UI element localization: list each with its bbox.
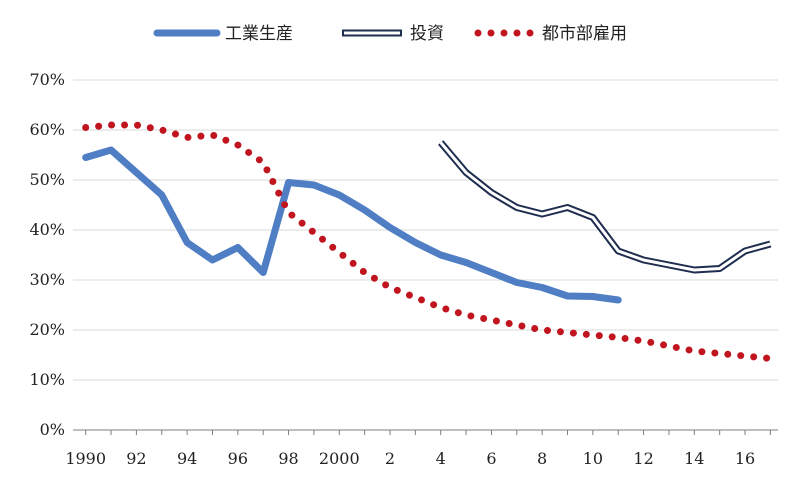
legend-item-3: 都市部雇用 [474,24,627,44]
series-2 [438,140,772,274]
y-tick-label: 10% [29,370,65,389]
series-line-outline [438,140,772,274]
x-tick-label: 8 [537,449,547,468]
y-tick-label: 0% [40,420,65,439]
x-tick-label: 6 [486,449,496,468]
legend-label: 都市部雇用 [542,24,627,44]
x-tick-label: 14 [684,449,704,468]
y-tick-label: 20% [29,320,65,339]
legend-item-2: 投資 [342,24,444,44]
x-tick-label: 4 [436,449,446,468]
y-tick-label: 60% [29,120,65,139]
x-tick-label: 1990 [65,449,106,468]
x-tick-label: 96 [228,449,248,468]
gridlines [73,79,778,381]
axes: 0% 10% 20% 30% 40% 50% 60% 70% 1990 92 94 96 98 2000 2… [29,70,778,468]
y-tick-label: 30% [29,270,65,289]
y-tick-label: 50% [29,170,65,189]
x-tick-label: 2000 [319,449,360,468]
series-3 [82,121,774,362]
y-tick-label: 40% [29,220,65,239]
x-tick-label: 10 [583,449,603,468]
x-tick-label: 16 [735,449,755,468]
series-lines [82,121,774,362]
x-tick-label: 92 [126,449,146,468]
legend-item-1: 工業生産 [153,24,293,44]
series-line-inner [439,141,771,272]
legend-label: 工業生産 [225,24,293,44]
legend: 工業生産 投資 都市部雇用 [153,24,627,44]
series-line [82,146,622,304]
x-tick-label: 98 [278,449,298,468]
legend-label: 投資 [410,24,444,44]
x-tick-label: 2 [385,449,395,468]
x-tick-label: 12 [633,449,653,468]
y-tick-label: 70% [29,70,65,89]
series-1 [82,146,622,304]
x-tick-label: 94 [177,449,197,468]
series-line [82,121,774,362]
